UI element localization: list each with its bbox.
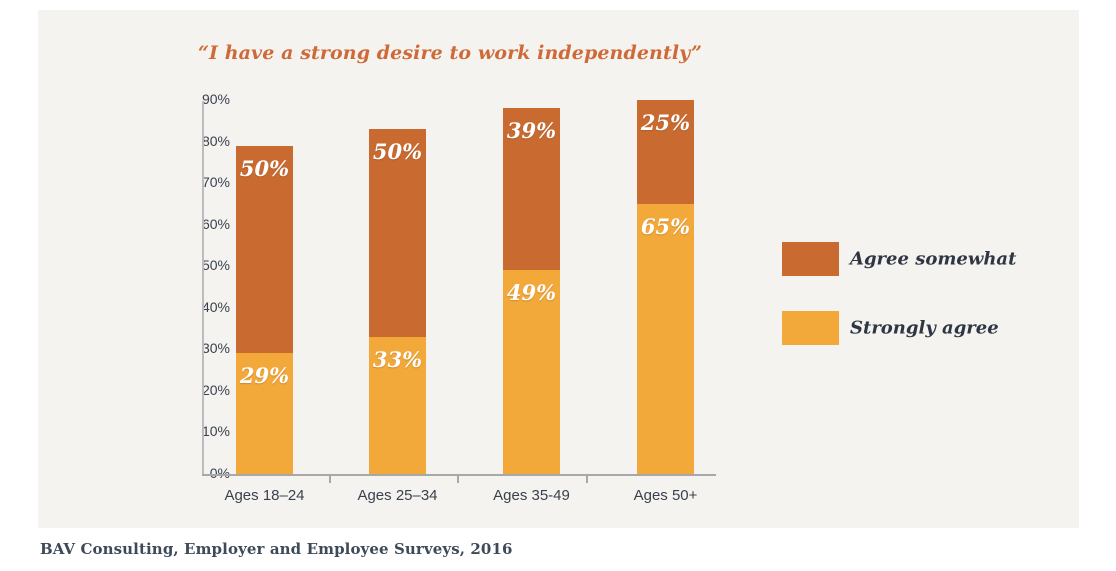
x-axis-tick: [457, 476, 459, 483]
x-axis-tick: [328, 476, 331, 483]
bar-value-label: 29%: [239, 363, 290, 389]
x-category-label: Ages 18–24: [224, 487, 305, 504]
y-axis-line: [202, 101, 204, 476]
y-tick-label: 20%: [201, 381, 230, 398]
bar-value-label: 33%: [372, 346, 423, 372]
y-tick-label: 70%: [201, 174, 230, 191]
legend-swatch-agree-somewhat: [782, 242, 839, 276]
legend-label: Strongly agree: [850, 317, 999, 339]
x-category-label: Ages 25–34: [357, 487, 438, 504]
bar-segment-strongly-agree: 49%: [503, 270, 560, 474]
x-axis-tick: [585, 476, 588, 483]
bar-segment-strongly-agree: 29%: [236, 353, 293, 474]
y-tick-label: 80%: [201, 132, 230, 149]
bar-value-label: 65%: [640, 213, 691, 239]
y-tick-label: 60%: [201, 215, 230, 232]
chart-panel: “I have a strong desire to work independ…: [38, 10, 1079, 528]
y-tick-label: 10%: [201, 423, 230, 440]
x-category-label: Ages 35-49: [493, 487, 570, 504]
x-axis-line: [202, 474, 716, 476]
y-tick-label: 30%: [201, 340, 230, 357]
bar-segment-agree-somewhat: 50%: [236, 145, 293, 354]
bar-segment-agree-somewhat: 50%: [369, 129, 426, 337]
y-tick-label: 50%: [201, 257, 230, 274]
y-tick-label: 0%: [209, 465, 230, 481]
chart-title: “I have a strong desire to work independ…: [198, 42, 703, 64]
bar-value-label: 39%: [506, 118, 557, 144]
x-category-label: Ages 50+: [633, 487, 698, 504]
bar-segment-agree-somewhat: 39%: [503, 108, 560, 271]
legend-swatch-strongly-agree: [782, 311, 839, 345]
source-attribution: BAV Consulting, Employer and Employee Su…: [40, 540, 513, 558]
legend-label: Agree somewhat: [850, 248, 1017, 270]
bar-value-label: 25%: [640, 109, 691, 135]
bar-segment-agree-somewhat: 25%: [637, 99, 694, 204]
y-tick-label: 40%: [201, 298, 230, 315]
bar-value-label: 49%: [506, 280, 557, 306]
bar-value-label: 50%: [239, 155, 290, 181]
bar-value-label: 50%: [372, 139, 423, 165]
y-tick-label: 90%: [201, 90, 230, 107]
bar-segment-strongly-agree: 65%: [637, 203, 694, 474]
bar-segment-strongly-agree: 33%: [369, 336, 426, 474]
